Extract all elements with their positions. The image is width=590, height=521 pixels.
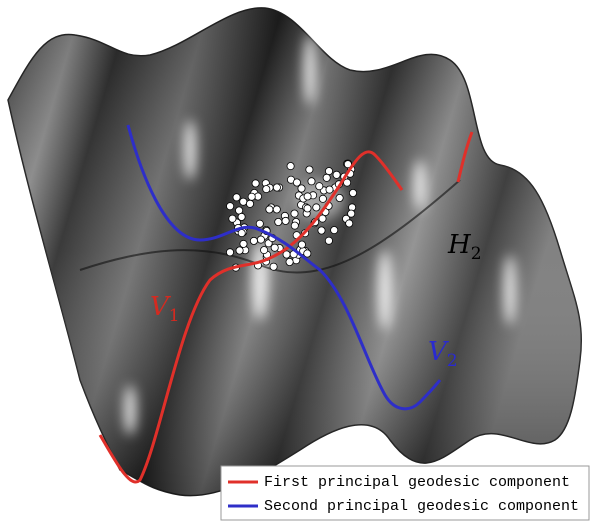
- sample-point: [304, 250, 311, 257]
- sample-point: [266, 206, 273, 213]
- sample-point: [323, 174, 330, 181]
- sample-point: [233, 194, 240, 201]
- sample-point: [238, 230, 245, 237]
- legend: First principal geodesic component Secon…: [221, 466, 589, 520]
- sample-point: [348, 210, 355, 217]
- sample-point: [336, 194, 343, 201]
- figure: V1 V2 H2 First principal geodesic compon…: [0, 0, 590, 521]
- sample-point: [286, 258, 293, 265]
- sample-point: [273, 184, 280, 191]
- sample-point: [236, 247, 243, 254]
- sample-point: [331, 227, 338, 234]
- sample-point: [313, 204, 320, 211]
- sample-point: [261, 247, 268, 254]
- sample-point: [246, 200, 253, 207]
- sample-point: [273, 206, 280, 213]
- sample-point: [291, 210, 298, 217]
- sample-point: [240, 240, 247, 247]
- sample-point: [270, 263, 277, 270]
- sample-point: [298, 185, 305, 192]
- sample-point: [304, 193, 311, 200]
- sample-point: [291, 222, 298, 229]
- sample-point: [271, 244, 278, 251]
- sample-point: [252, 180, 259, 187]
- sample-point: [248, 193, 255, 200]
- sample-point: [319, 195, 326, 202]
- sample-point: [346, 220, 353, 227]
- sample-point: [287, 163, 294, 170]
- sample-point: [333, 171, 340, 178]
- sample-point: [240, 198, 247, 205]
- sample-point: [308, 178, 315, 185]
- sample-point: [257, 236, 264, 243]
- sample-point: [226, 249, 233, 256]
- sample-point: [318, 227, 325, 234]
- sample-point: [256, 220, 263, 227]
- sample-point: [293, 179, 300, 186]
- sample-point: [325, 237, 332, 244]
- sample-point: [316, 183, 323, 190]
- sample-point: [229, 215, 236, 222]
- sample-point: [349, 189, 356, 196]
- sample-point: [325, 168, 332, 175]
- sample-point: [238, 213, 245, 220]
- legend-label: Second principal geodesic component: [264, 498, 579, 515]
- sample-point: [298, 241, 305, 248]
- sample-point: [304, 205, 311, 212]
- legend-label: First principal geodesic component: [264, 474, 570, 491]
- sample-point: [326, 186, 333, 193]
- sample-point: [306, 166, 313, 173]
- sample-point: [263, 186, 270, 193]
- sample-point: [250, 237, 257, 244]
- sample-point: [227, 203, 234, 210]
- sample-point: [275, 218, 282, 225]
- sample-point: [282, 217, 289, 224]
